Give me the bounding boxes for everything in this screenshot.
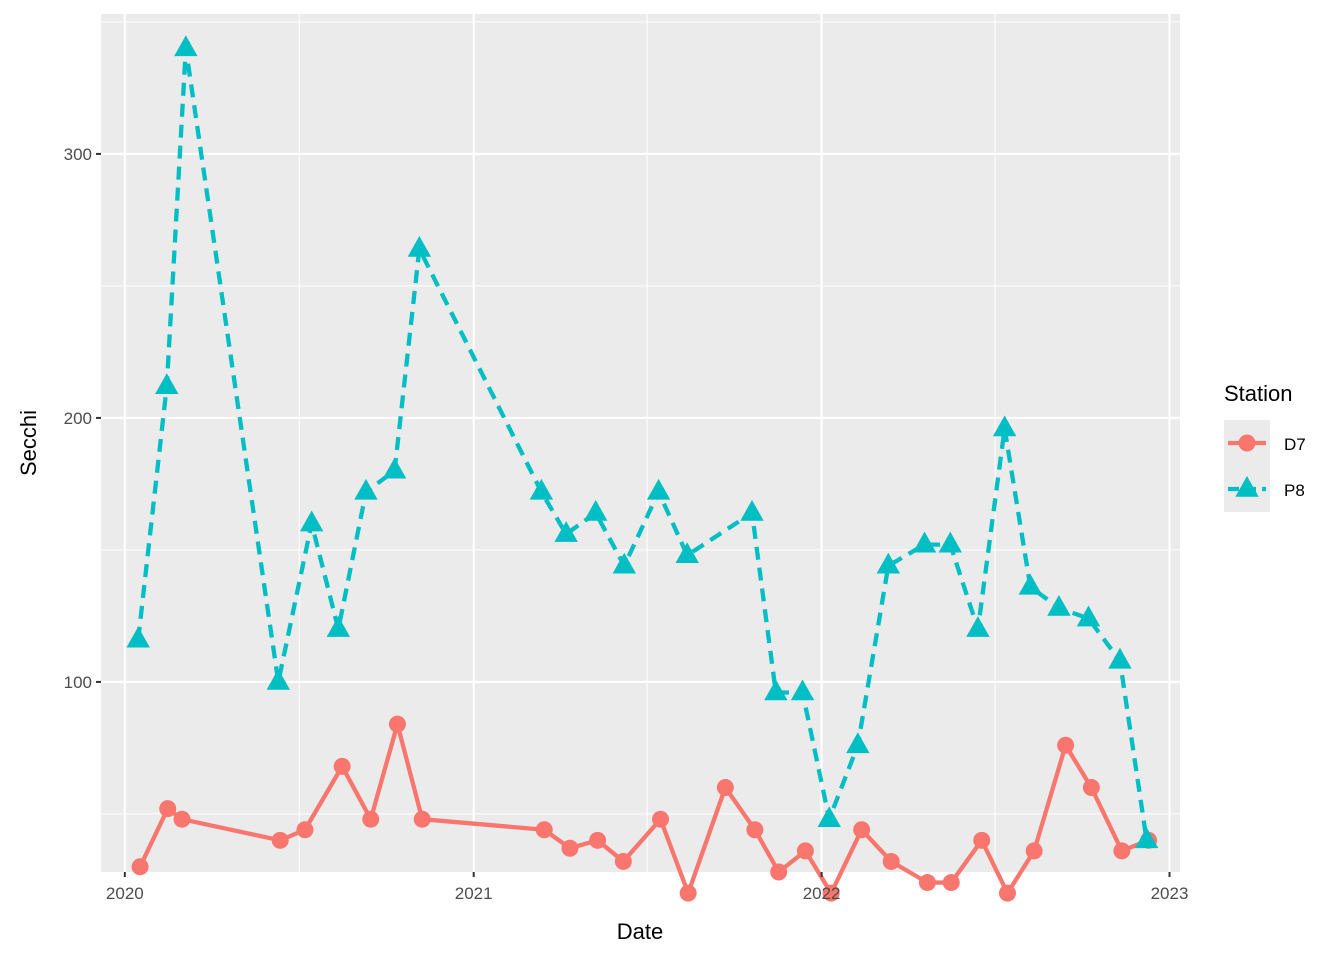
data-point-p8 [584, 499, 608, 521]
x-axis: 2020 2021 2022 2023 [106, 872, 1189, 903]
data-point-d7 [1082, 779, 1100, 797]
data-point-d7 [882, 852, 900, 870]
data-point-d7 [296, 821, 314, 839]
data-point-p8 [529, 478, 554, 500]
legend: Station D7 P8 [1224, 381, 1306, 512]
data-point-d7 [716, 779, 734, 797]
data-point-p8 [155, 373, 179, 395]
data-point-d7 [131, 858, 149, 876]
data-point-d7 [271, 831, 289, 849]
data-point-d7 [796, 842, 814, 860]
minor-gridlines [101, 14, 1180, 872]
data-point-p8 [354, 478, 378, 500]
data-point-p8 [790, 679, 815, 701]
data-point-d7 [159, 800, 177, 818]
data-point-p8 [938, 531, 962, 553]
x-tick-label: 2023 [1151, 884, 1189, 903]
data-point-d7 [770, 863, 788, 881]
series-d7 [131, 715, 1158, 902]
data-point-p8 [966, 616, 990, 637]
data-point-d7 [973, 831, 991, 849]
data-point-d7 [589, 831, 607, 849]
series-p8 [126, 35, 1159, 849]
data-point-d7 [1113, 842, 1131, 860]
data-point-d7 [388, 715, 406, 733]
data-point-p8 [740, 499, 764, 521]
data-point-p8 [382, 457, 407, 479]
data-point-p8 [764, 679, 788, 701]
data-point-p8 [1134, 827, 1159, 849]
data-point-p8 [174, 35, 198, 57]
data-point-p8 [554, 521, 578, 542]
y-tick-label: 300 [64, 145, 92, 164]
series-layer [126, 35, 1159, 902]
plot-panel [101, 14, 1180, 872]
y-tick-label: 200 [64, 409, 92, 428]
data-point-p8 [407, 235, 432, 257]
data-point-p8 [817, 806, 841, 827]
data-point-p8 [266, 668, 290, 690]
legend-label-p8: P8 [1284, 481, 1305, 500]
data-point-p8 [299, 510, 324, 532]
legend-marker-d7 [1238, 434, 1256, 452]
major-gridlines [101, 14, 1180, 872]
data-point-p8 [646, 478, 671, 500]
data-point-d7 [652, 810, 670, 828]
data-point-d7 [679, 884, 697, 902]
data-point-d7 [942, 874, 960, 892]
data-point-d7 [1025, 842, 1043, 860]
x-tick-label: 2021 [455, 884, 493, 903]
data-point-p8 [1047, 595, 1071, 616]
data-point-d7 [362, 810, 380, 828]
data-point-d7 [1057, 736, 1075, 754]
data-point-d7 [561, 839, 579, 857]
data-point-p8 [612, 552, 636, 574]
x-tick-label: 2020 [106, 884, 144, 903]
data-point-d7 [173, 810, 191, 828]
data-point-d7 [998, 884, 1016, 902]
data-point-p8 [912, 531, 937, 553]
data-point-p8 [675, 542, 699, 563]
x-axis-title: Date [617, 919, 663, 944]
data-point-d7 [918, 874, 936, 892]
data-point-d7 [746, 821, 764, 839]
data-point-d7 [853, 821, 871, 839]
y-tick-label: 100 [64, 673, 92, 692]
data-point-p8 [992, 415, 1017, 437]
data-point-d7 [614, 852, 632, 870]
legend-marker-p8 [1235, 476, 1259, 497]
data-point-d7 [822, 884, 840, 902]
data-point-d7 [535, 821, 553, 839]
data-point-p8 [126, 626, 150, 648]
data-point-p8 [1018, 573, 1043, 595]
data-point-p8 [876, 552, 901, 574]
legend-title: Station [1224, 381, 1293, 406]
y-axis: 100 200 300 [64, 145, 101, 692]
legend-keys [1228, 434, 1266, 497]
data-point-p8 [1108, 647, 1132, 669]
data-point-p8 [326, 616, 351, 637]
data-point-d7 [333, 757, 351, 775]
x-tick-label: 2022 [803, 884, 841, 903]
series-line-p8 [136, 46, 1149, 841]
legend-label-d7: D7 [1284, 435, 1306, 454]
data-point-p8 [1076, 605, 1101, 627]
data-point-p8 [846, 732, 870, 754]
data-point-d7 [413, 810, 431, 828]
y-axis-title: Secchi [16, 410, 41, 476]
